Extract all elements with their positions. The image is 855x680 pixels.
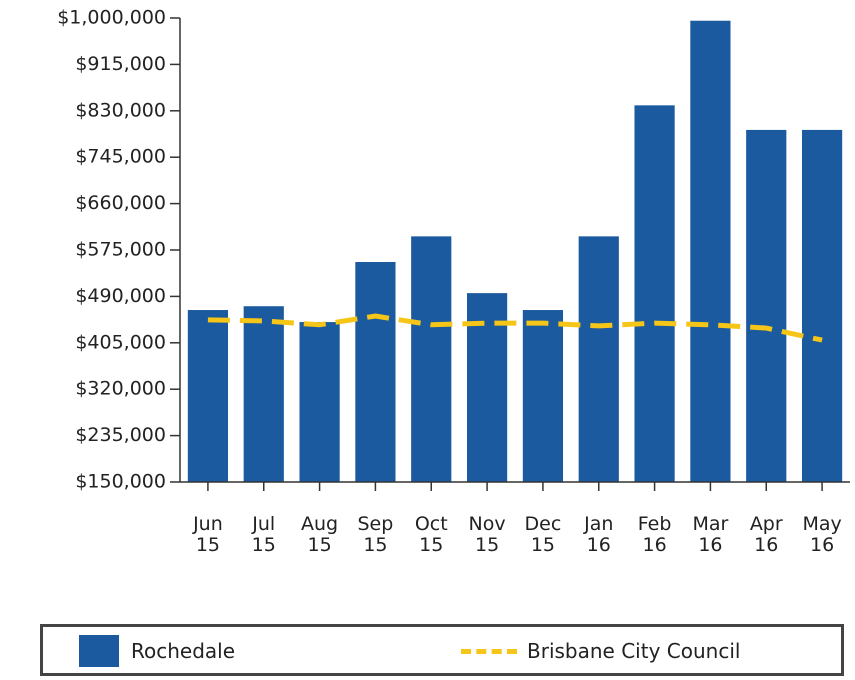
- y-tick-label: $405,000: [75, 331, 166, 353]
- y-tick-label: $745,000: [75, 146, 166, 168]
- x-tick-label: Mar 16: [692, 513, 729, 556]
- line: [207, 313, 823, 343]
- x-tick-label: Feb 16: [637, 513, 672, 556]
- chart: $150,000 $235,000 $320,000 $405,000 $490,000…: [57, 7, 850, 493]
- x-tick-label: Jul 15: [251, 513, 276, 556]
- x-tick-label: Aug 15: [301, 513, 339, 556]
- x-tick-label: Oct 15: [414, 513, 448, 556]
- x-tick-label: May 16: [802, 513, 842, 556]
- x-tick-label: Apr 16: [749, 513, 783, 556]
- bar: [187, 310, 229, 482]
- y-tick-label: $150,000: [75, 471, 166, 493]
- y-tick-label: $915,000: [75, 53, 166, 75]
- y-tick-label: $490,000: [75, 285, 166, 307]
- bar: [746, 129, 787, 482]
- legend-swatch: [461, 649, 517, 654]
- bar: [355, 262, 396, 482]
- bar: [411, 236, 452, 482]
- y-tick-label: $235,000: [75, 424, 166, 446]
- y-tick-label: $660,000: [75, 192, 166, 214]
- x-tick-label: Dec 15: [524, 513, 562, 556]
- x-tick-label: Jun 15: [193, 513, 223, 556]
- legend-swatch: [79, 635, 119, 667]
- y-tick-label: $320,000: [75, 378, 166, 400]
- x-tick-label: Sep 15: [357, 513, 394, 556]
- y-tick-label: $1,000,000: [57, 7, 166, 29]
- y-tick-label: $575,000: [75, 239, 166, 261]
- bar: [634, 105, 675, 482]
- bar: [690, 20, 731, 483]
- bar: [578, 236, 619, 482]
- y-tick-label: $830,000: [75, 99, 166, 121]
- bar: [522, 310, 564, 482]
- bar: [801, 129, 843, 482]
- x-tick-label: Nov 15: [468, 513, 506, 556]
- bar: [299, 322, 340, 482]
- legend-label: Rochedale: [131, 639, 236, 663]
- legend-label: Brisbane City Council: [527, 639, 741, 663]
- legend: Rochedale Brisbane City Council: [40, 624, 844, 676]
- x-tick-label: Jan 16: [584, 513, 614, 556]
- bar: [243, 306, 284, 482]
